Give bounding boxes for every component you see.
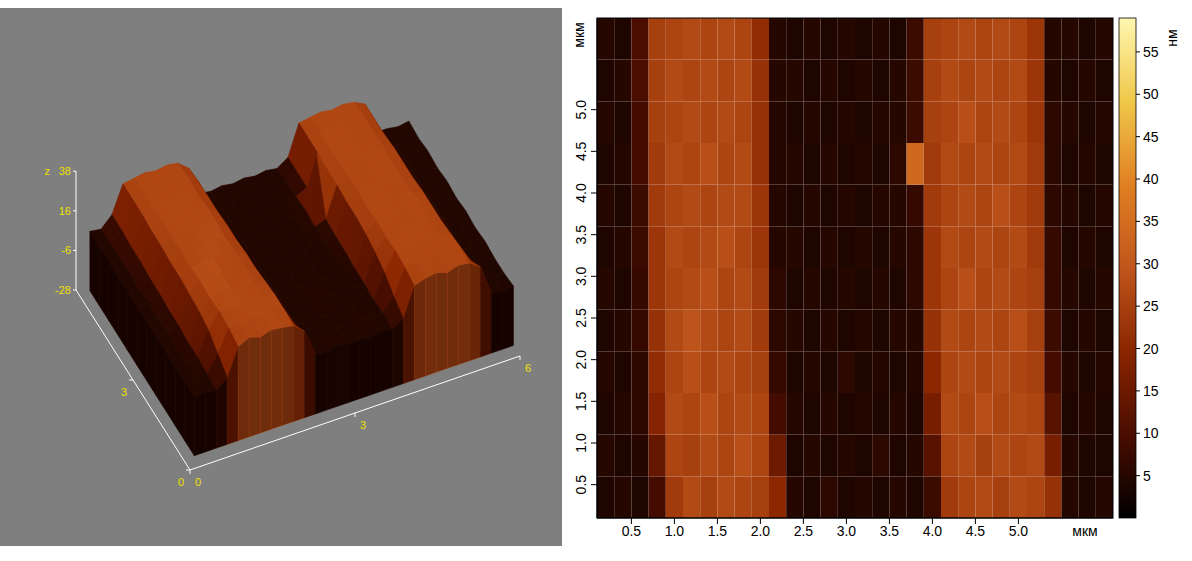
svg-text:45: 45	[1143, 129, 1159, 145]
svg-text:-28: -28	[55, 284, 71, 296]
svg-text:1.0: 1.0	[665, 523, 685, 539]
svg-text:5: 5	[1143, 468, 1151, 484]
svg-text:0.5: 0.5	[622, 523, 642, 539]
svg-text:4.5: 4.5	[573, 141, 589, 161]
svg-text:50: 50	[1143, 86, 1159, 102]
svg-text:10: 10	[1143, 425, 1159, 441]
svg-text:16: 16	[59, 205, 71, 217]
svg-text:3.5: 3.5	[573, 225, 589, 245]
svg-text:5.0: 5.0	[1009, 523, 1029, 539]
svg-text:5.0: 5.0	[573, 100, 589, 120]
svg-text:38: 38	[59, 165, 71, 177]
svg-text:0.5: 0.5	[573, 475, 589, 495]
svg-text:2.5: 2.5	[573, 308, 589, 328]
svg-text:z: z	[45, 165, 51, 177]
svg-text:-6: -6	[61, 244, 71, 256]
svg-text:0: 0	[178, 476, 184, 488]
svg-text:30: 30	[1143, 256, 1159, 272]
svg-text:0: 0	[195, 476, 201, 488]
svg-text:4.0: 4.0	[923, 523, 943, 539]
svg-text:55: 55	[1143, 44, 1159, 60]
svg-text:нм: нм	[1164, 29, 1180, 46]
svg-text:3: 3	[121, 386, 127, 398]
svg-text:15: 15	[1143, 383, 1159, 399]
svg-text:3.0: 3.0	[837, 523, 857, 539]
svg-text:3: 3	[360, 419, 366, 431]
svg-text:40: 40	[1143, 171, 1159, 187]
svg-text:20: 20	[1143, 341, 1159, 357]
svg-text:2.5: 2.5	[794, 523, 814, 539]
svg-text:4.5: 4.5	[966, 523, 986, 539]
svg-text:6: 6	[525, 362, 531, 374]
svg-text:2.0: 2.0	[751, 523, 771, 539]
svg-text:3.5: 3.5	[880, 523, 900, 539]
svg-text:мкм: мкм	[571, 22, 587, 47]
svg-text:35: 35	[1143, 213, 1159, 229]
svg-text:25: 25	[1143, 298, 1159, 314]
svg-text:4.0: 4.0	[573, 183, 589, 203]
svg-text:2.0: 2.0	[573, 350, 589, 370]
svg-text:1.5: 1.5	[708, 523, 728, 539]
svg-text:1.5: 1.5	[573, 391, 589, 411]
svg-text:мкм: мкм	[1072, 523, 1097, 539]
svg-text:3.0: 3.0	[573, 266, 589, 286]
svg-text:1.0: 1.0	[573, 433, 589, 453]
